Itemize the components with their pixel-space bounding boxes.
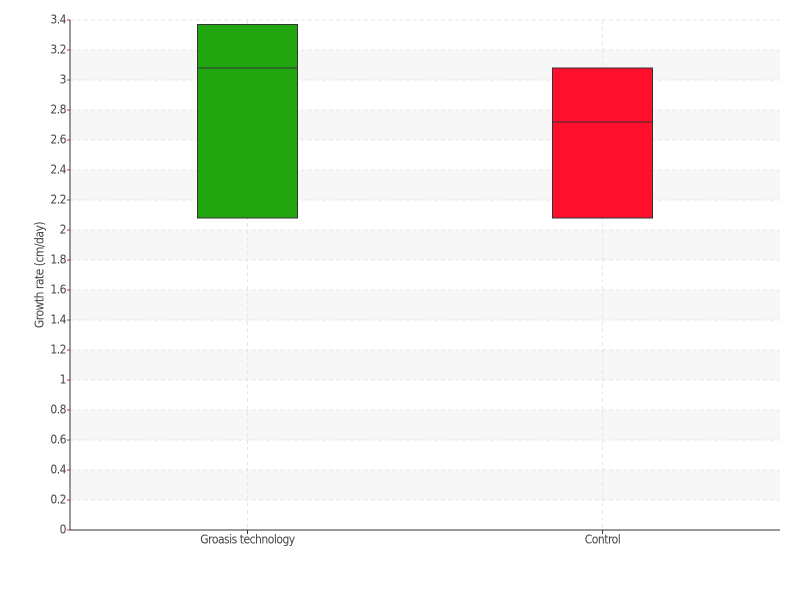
y-tick-label: 1.4 [50, 313, 66, 327]
box [552, 67, 653, 219]
x-tick-label: Control [585, 533, 621, 547]
y-tick-label: 3.4 [50, 13, 66, 27]
grid-band [70, 110, 780, 140]
y-tick-label: 1.6 [50, 283, 66, 297]
y-tick-label: 0.2 [50, 493, 66, 507]
y-tick-label: 2 [60, 223, 66, 237]
y-tick-label: 1.8 [50, 253, 66, 267]
grid-band [70, 350, 780, 380]
grid-band [70, 170, 780, 200]
y-axis-label: Growth rate (cm/day) [33, 222, 47, 328]
y-tick-label: 0.6 [50, 433, 66, 447]
y-tick-label: 3 [60, 73, 66, 87]
x-tick-label: Groasis technology [200, 533, 295, 547]
grid-band [70, 410, 780, 440]
y-tick-label: 2.2 [50, 193, 66, 207]
y-tick-label: 0 [60, 523, 67, 537]
y-tick-label: 1.2 [50, 343, 66, 357]
y-tick-label: 3.2 [50, 43, 66, 57]
grid-band [70, 50, 780, 80]
y-tick-label: 2.6 [50, 133, 66, 147]
y-tick-label: 1 [60, 373, 66, 387]
grid-band [70, 470, 780, 500]
y-tick-label: 0.4 [50, 463, 66, 477]
y-tick-label: 2.4 [50, 163, 66, 177]
box [197, 24, 298, 219]
grid-band [70, 290, 780, 320]
y-tick-label: 0.8 [50, 403, 66, 417]
y-tick-label: 2.8 [50, 103, 66, 117]
grid-band [70, 230, 780, 260]
